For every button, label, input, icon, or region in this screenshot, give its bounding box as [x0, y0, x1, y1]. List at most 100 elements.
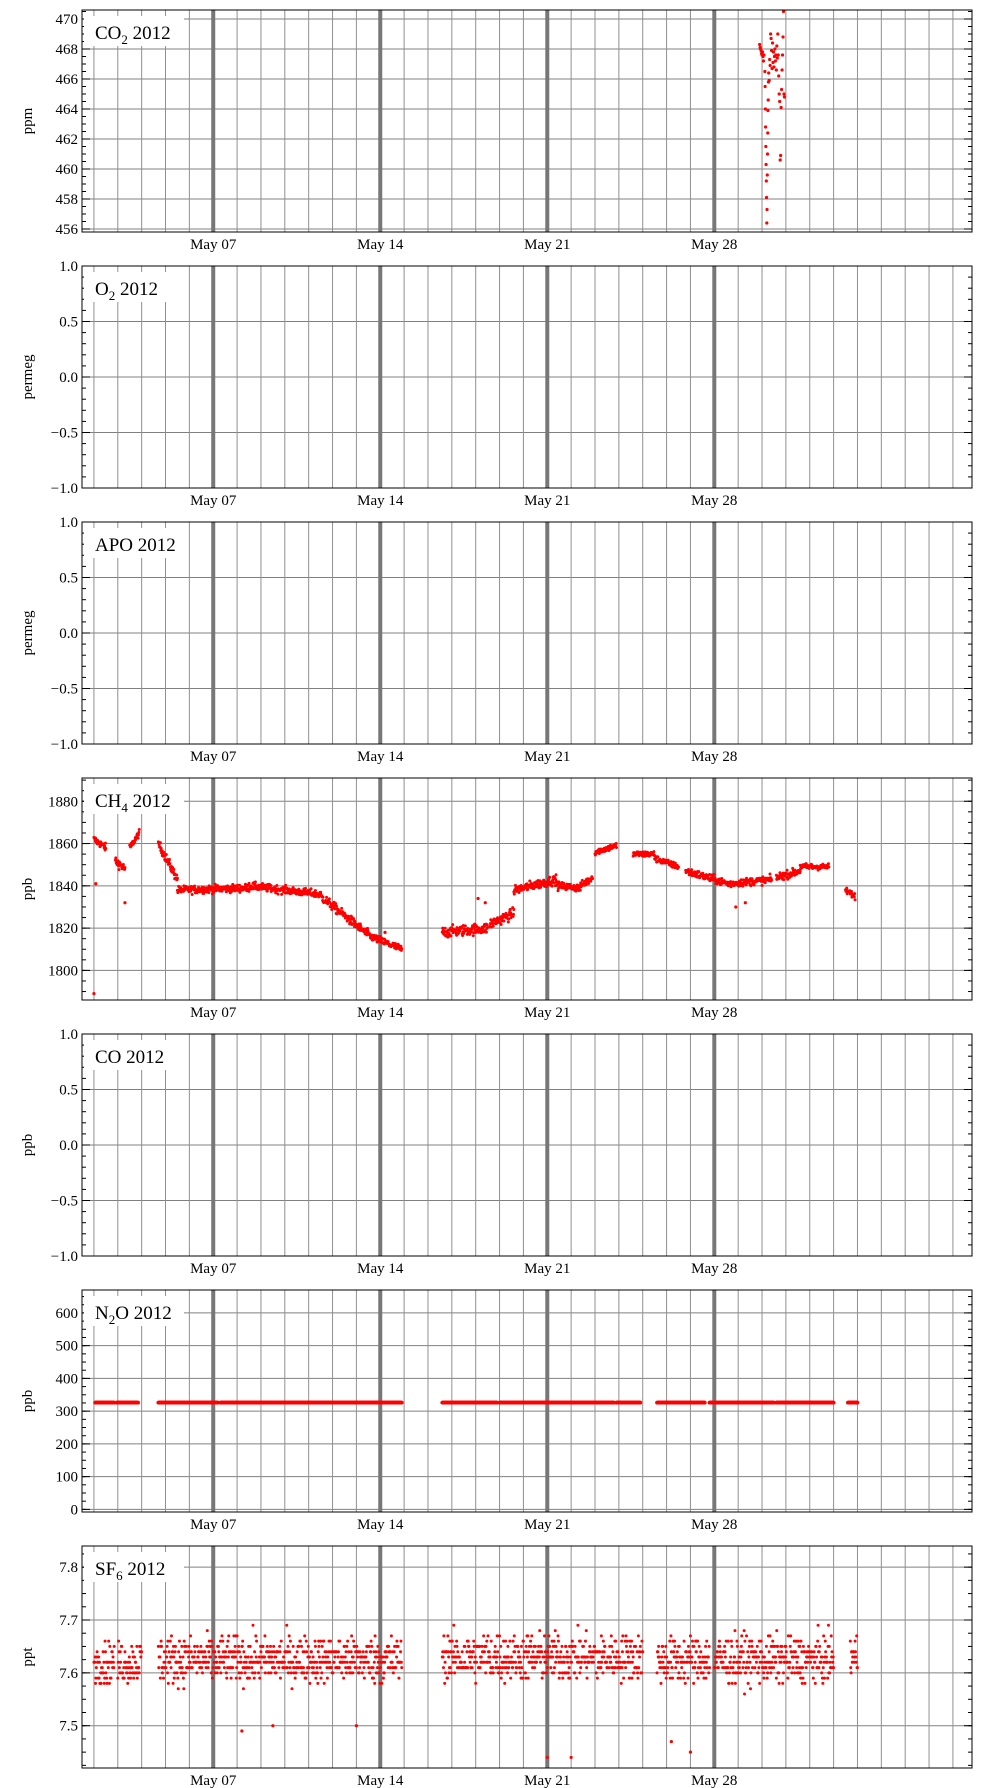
data-point — [568, 882, 572, 886]
y-tick-label: 1820 — [48, 921, 78, 937]
data-point — [265, 889, 269, 893]
data-point — [249, 1655, 253, 1659]
data-point — [275, 884, 279, 888]
data-point — [697, 870, 701, 874]
data-point — [335, 904, 339, 908]
data-point — [119, 1660, 123, 1664]
data-point — [114, 856, 118, 860]
data-point — [105, 1676, 109, 1680]
data-point — [157, 1666, 161, 1670]
data-point — [231, 882, 235, 886]
data-point — [199, 1644, 203, 1648]
data-point — [234, 1655, 238, 1659]
data-point — [442, 930, 446, 934]
data-point — [550, 884, 554, 888]
data-point — [106, 1666, 110, 1670]
data-point — [224, 1650, 228, 1654]
data-point — [673, 861, 677, 865]
data-point — [103, 844, 107, 848]
y-tick-label: −0.5 — [51, 682, 78, 698]
data-point — [187, 1655, 191, 1659]
panel-apo: −1.0 −0.5 0.0 0.5 1.0 May 07 May 14 May 21 May 2… — [20, 515, 973, 765]
data-point — [165, 1644, 169, 1648]
data-point — [780, 53, 785, 57]
data-point — [512, 892, 516, 896]
data-point — [446, 935, 450, 939]
series-points — [758, 9, 787, 225]
data-point — [786, 877, 790, 881]
data-point — [785, 868, 789, 872]
data-point — [222, 1666, 226, 1670]
data-point — [353, 919, 357, 923]
data-point — [253, 1650, 257, 1654]
data-point — [767, 78, 771, 83]
data-point — [763, 107, 767, 111]
data-point — [136, 833, 140, 837]
data-point — [476, 896, 480, 901]
data-point — [773, 59, 777, 63]
data-point — [853, 892, 857, 896]
data-point — [222, 1660, 226, 1664]
data-point — [215, 1660, 219, 1664]
y-tick-label: −1.0 — [51, 737, 78, 753]
data-point — [210, 1644, 214, 1648]
data-point — [135, 1676, 139, 1680]
data-point — [325, 895, 329, 899]
data-point — [95, 1650, 99, 1654]
y-tick-label: 468 — [56, 42, 79, 58]
data-point — [107, 1681, 111, 1685]
data-point — [708, 872, 712, 876]
data-point — [850, 889, 854, 893]
data-point — [449, 934, 453, 938]
y-tick-label: 1840 — [48, 879, 78, 895]
axes-frame — [81, 9, 973, 233]
data-point — [213, 1650, 217, 1654]
data-point — [765, 207, 769, 212]
data-point — [242, 1650, 246, 1654]
y-axis-label: ppm — [20, 107, 36, 134]
y-tick-label: −0.5 — [51, 426, 78, 442]
data-point — [110, 1650, 114, 1654]
data-point — [104, 847, 108, 851]
data-point — [771, 50, 776, 54]
data-point — [193, 884, 197, 888]
data-point — [486, 925, 490, 929]
data-point — [779, 105, 783, 110]
data-point — [443, 926, 447, 930]
data-point — [103, 1639, 107, 1643]
y-tick-label: 500 — [56, 1339, 79, 1355]
y-axis-label: permeg — [20, 354, 36, 399]
data-point — [710, 873, 714, 877]
y-tick-label: 464 — [56, 102, 79, 118]
x-tick-label: May 07 — [190, 493, 237, 509]
data-point — [766, 98, 770, 102]
data-point — [136, 836, 140, 840]
data-point — [193, 1644, 197, 1648]
data-point — [205, 1629, 209, 1633]
data-point — [280, 892, 284, 896]
data-point — [171, 1681, 175, 1685]
data-point — [111, 1660, 115, 1664]
data-point — [182, 1687, 186, 1691]
data-point — [130, 1644, 134, 1648]
data-point — [370, 933, 374, 937]
data-point — [333, 907, 337, 911]
data-point — [780, 68, 784, 72]
data-point — [789, 874, 793, 878]
data-point — [526, 887, 530, 891]
data-point — [108, 1644, 112, 1648]
data-point — [284, 883, 288, 887]
x-tick-label: May 14 — [357, 1005, 404, 1021]
data-point — [777, 74, 781, 78]
data-point — [140, 1650, 144, 1654]
data-point — [134, 1660, 138, 1664]
data-point — [160, 1644, 164, 1648]
data-point — [712, 873, 716, 877]
data-point — [164, 852, 168, 856]
data-point — [772, 65, 776, 69]
data-point — [779, 153, 783, 158]
data-point — [734, 905, 738, 909]
data-point — [180, 1644, 184, 1648]
data-point — [327, 897, 331, 901]
